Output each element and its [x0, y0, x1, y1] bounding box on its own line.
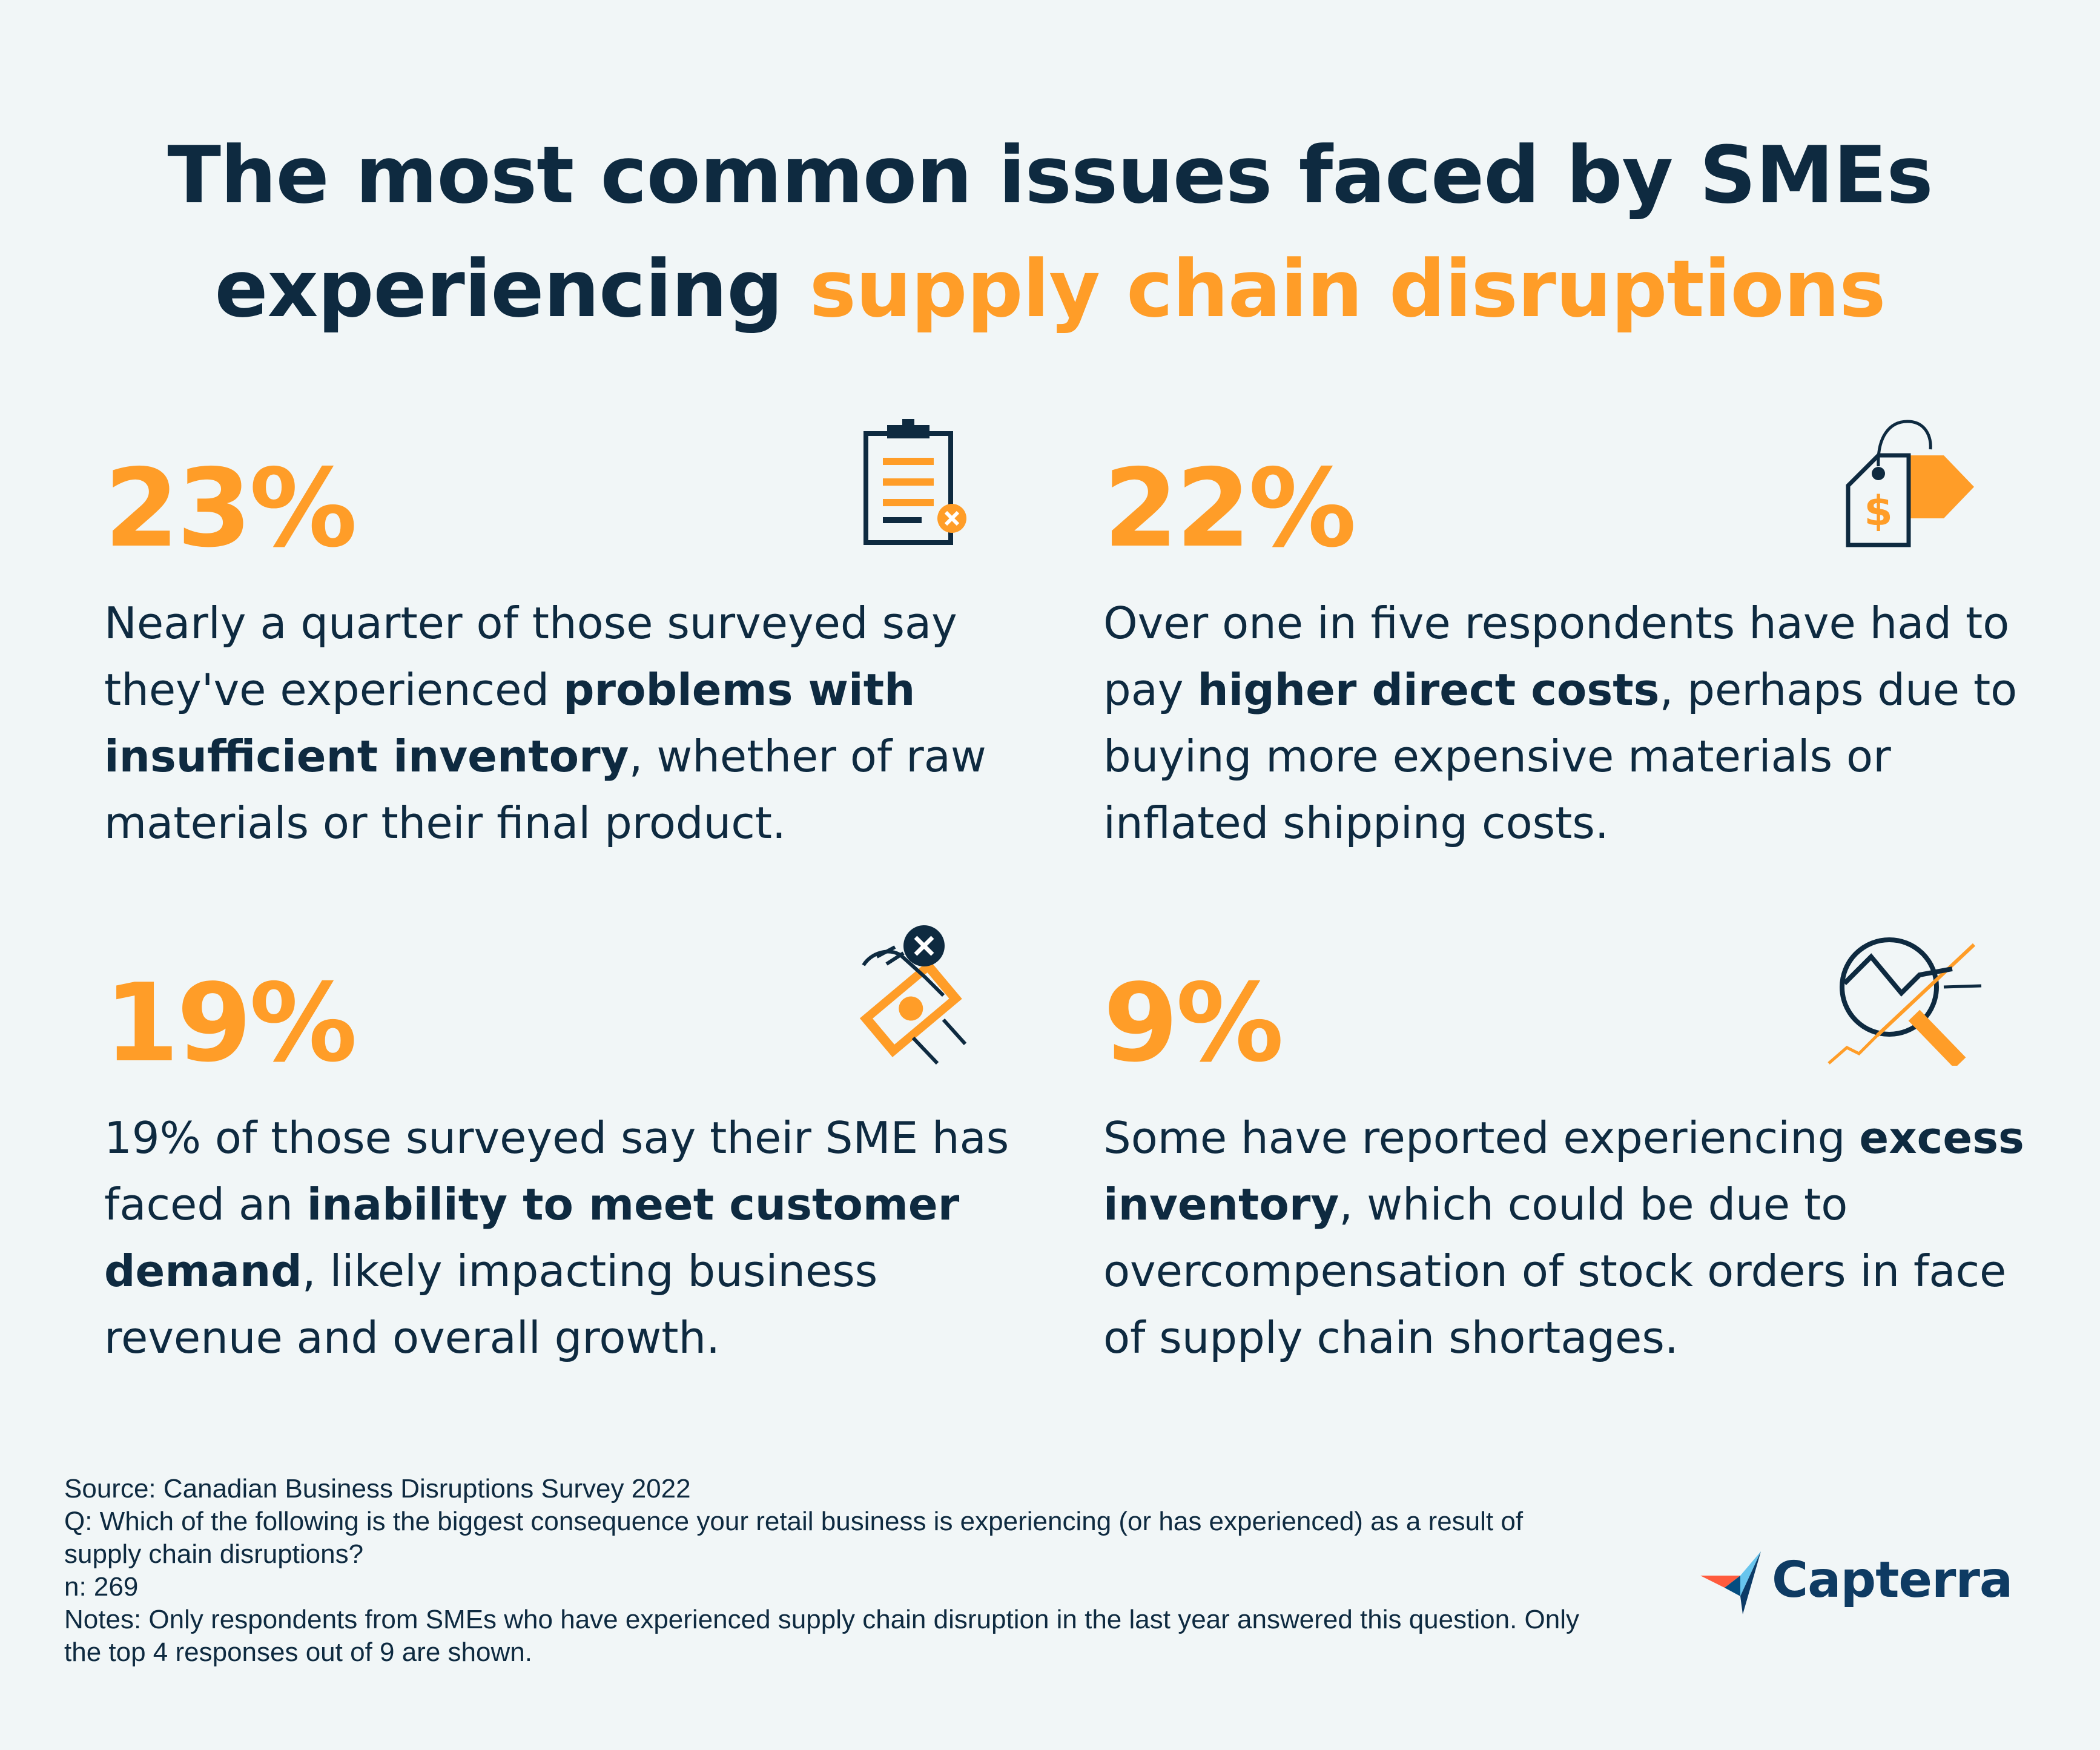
stat-card-higher-costs: 22% Over one in five respondents have ha…: [1103, 448, 2048, 856]
clipboard-x-icon: [863, 419, 966, 545]
stat-percent: 23%: [104, 446, 357, 571]
stat-percent: 9%: [1103, 960, 1284, 1086]
capterra-arrow-icon: [1700, 1551, 1761, 1614]
sample-size: n: 269: [64, 1572, 139, 1602]
source-notes: Source: Canadian Business Disruptions Su…: [64, 1473, 1602, 1669]
capterra-logo: Capterra: [1698, 1548, 2037, 1620]
stat-highlight: excess inventory: [1103, 1112, 2024, 1230]
stat-highlight: higher direct costs: [1197, 664, 1660, 715]
stat-card-excess-inventory: 9% Some have reported experiencing exces…: [1103, 963, 2048, 1371]
title-line-2: experiencing: [214, 243, 810, 335]
question-line: Q: Which of the following is the biggest…: [64, 1507, 1524, 1569]
svg-text:$: $: [1864, 487, 1892, 535]
stat-description: 19% of those surveyed say their SME has …: [104, 1112, 1009, 1363]
stat-card-customer-demand: 19% 19% of those surveyed say their SME …: [104, 963, 1049, 1371]
stat-description: Over one in five respondents have had to…: [1103, 598, 2018, 848]
stat-description: Some have reported experiencing excess i…: [1103, 1112, 2024, 1363]
magnifier-trend-icon: [1828, 937, 1982, 1066]
stat-percent: 22%: [1103, 446, 1356, 571]
stat-highlight: inability to meet customer demand: [104, 1179, 960, 1296]
source-line: Source: Canadian Business Disruptions Su…: [64, 1474, 691, 1504]
logo-text: Capterra: [1772, 1551, 2013, 1609]
page-title: The most common issues faced by SMEs exp…: [0, 118, 2100, 346]
stat-card-insufficient-inventory: 23% Nearly a quarter of those surveyed s…: [104, 448, 1049, 856]
stat-description: Nearly a quarter of those surveyed say t…: [104, 598, 986, 848]
hand-money-declined-icon: [859, 925, 967, 1065]
price-tag-dollar-icon: $: [1846, 420, 1974, 547]
stat-percent: 19%: [104, 960, 357, 1086]
title-line-1: The most common issues faced by SMEs: [167, 129, 1933, 221]
title-accent: supply chain disruptions: [809, 243, 1886, 335]
notes-line: Notes: Only respondents from SMEs who ha…: [64, 1605, 1579, 1667]
stat-highlight: problems with insufficient inventory: [104, 664, 916, 782]
